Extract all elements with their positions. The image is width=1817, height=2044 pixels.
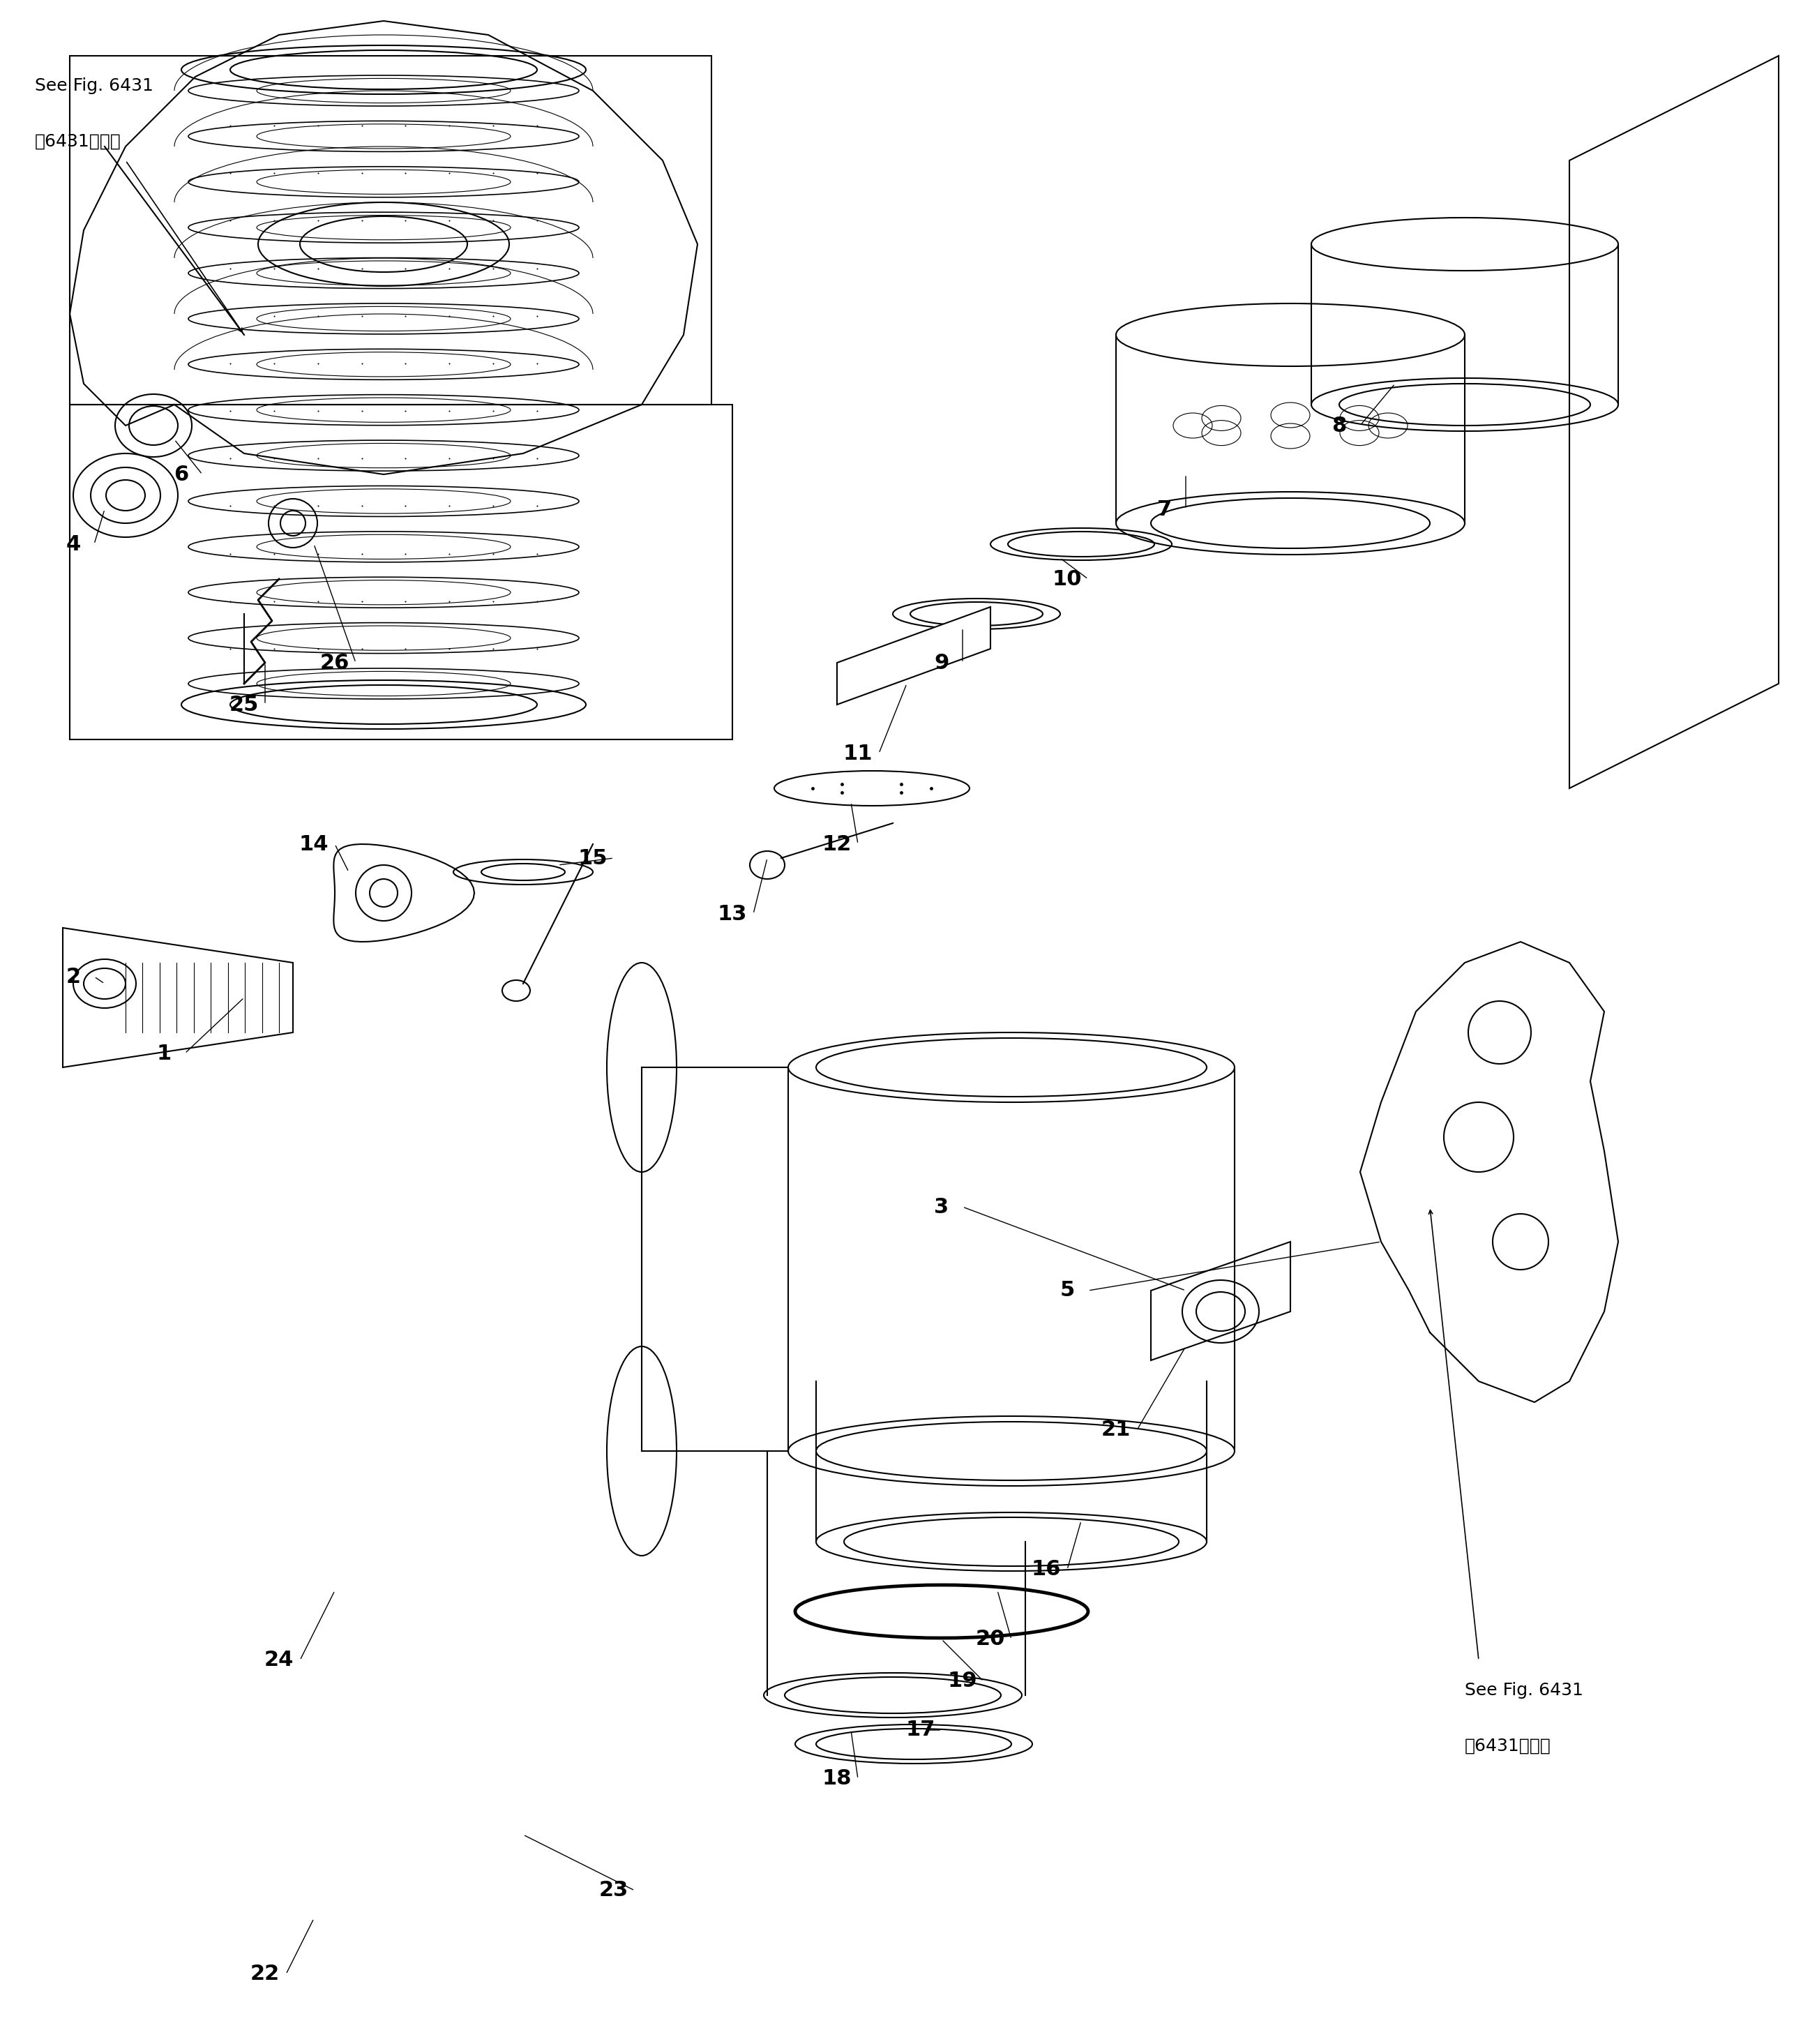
Text: See Fig. 6431: See Fig. 6431 bbox=[1465, 1682, 1583, 1699]
Text: 20: 20 bbox=[976, 1629, 1005, 1650]
Text: 12: 12 bbox=[823, 834, 852, 854]
Text: 26: 26 bbox=[320, 652, 349, 672]
Text: 7: 7 bbox=[1157, 499, 1172, 519]
Text: 25: 25 bbox=[229, 695, 258, 715]
Text: 第6431図参照: 第6431図参照 bbox=[1465, 1737, 1552, 1754]
Text: 17: 17 bbox=[907, 1719, 936, 1739]
Text: 14: 14 bbox=[300, 834, 329, 854]
Text: 1: 1 bbox=[156, 1042, 171, 1063]
Text: 19: 19 bbox=[948, 1672, 978, 1690]
Text: See Fig. 6431: See Fig. 6431 bbox=[35, 78, 153, 94]
Text: 13: 13 bbox=[718, 903, 747, 924]
Text: 22: 22 bbox=[251, 1964, 280, 1985]
Text: 6: 6 bbox=[174, 464, 189, 484]
Text: 18: 18 bbox=[821, 1768, 852, 1788]
Text: 8: 8 bbox=[1332, 415, 1346, 435]
Text: 5: 5 bbox=[1059, 1280, 1074, 1300]
Text: 23: 23 bbox=[600, 1880, 629, 1901]
Text: 4: 4 bbox=[65, 533, 80, 554]
Text: 21: 21 bbox=[1101, 1421, 1130, 1441]
Text: 10: 10 bbox=[1052, 568, 1081, 589]
Polygon shape bbox=[64, 928, 293, 1067]
Polygon shape bbox=[1150, 1243, 1290, 1361]
Text: 15: 15 bbox=[578, 848, 607, 869]
Text: 9: 9 bbox=[934, 652, 948, 672]
Text: 2: 2 bbox=[65, 967, 80, 987]
Text: 11: 11 bbox=[843, 744, 872, 764]
Text: 16: 16 bbox=[1032, 1560, 1061, 1580]
Text: 3: 3 bbox=[934, 1196, 948, 1216]
Polygon shape bbox=[838, 607, 990, 705]
Text: 24: 24 bbox=[263, 1650, 294, 1670]
Text: 第6431図参照: 第6431図参照 bbox=[35, 133, 122, 149]
